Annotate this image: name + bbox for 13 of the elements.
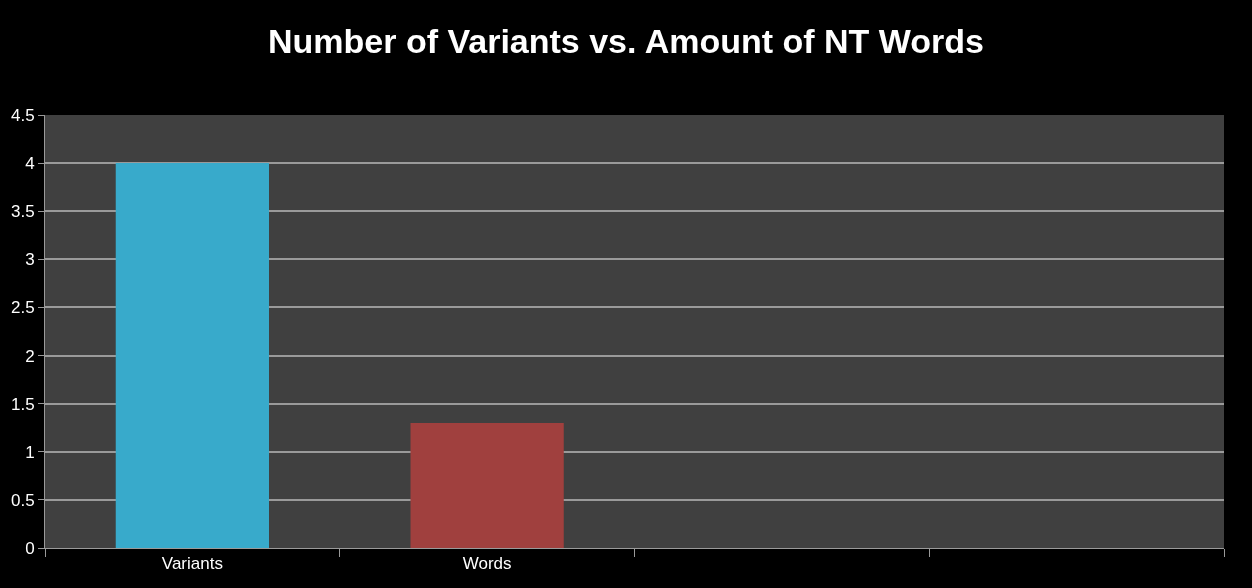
y-tick-label: 0.5 xyxy=(10,490,35,510)
x-tick-label: Variants xyxy=(161,554,223,574)
y-tick-label: 3.5 xyxy=(10,202,35,222)
y-tick-label: 4.5 xyxy=(10,105,35,125)
y-tick-label: 1 xyxy=(25,442,35,462)
chart-title: Number of Variants vs. Amount of NT Words xyxy=(268,22,984,61)
y-tick-label: 2.5 xyxy=(10,298,35,318)
y-tick-label: 2 xyxy=(25,346,35,366)
y-tick-label: 4 xyxy=(25,154,35,174)
x-tick-label: Words xyxy=(462,554,512,574)
y-tick-label: 3 xyxy=(25,250,35,270)
y-tick-label: 0 xyxy=(25,538,35,558)
y-tick-label: 1.5 xyxy=(10,394,35,414)
